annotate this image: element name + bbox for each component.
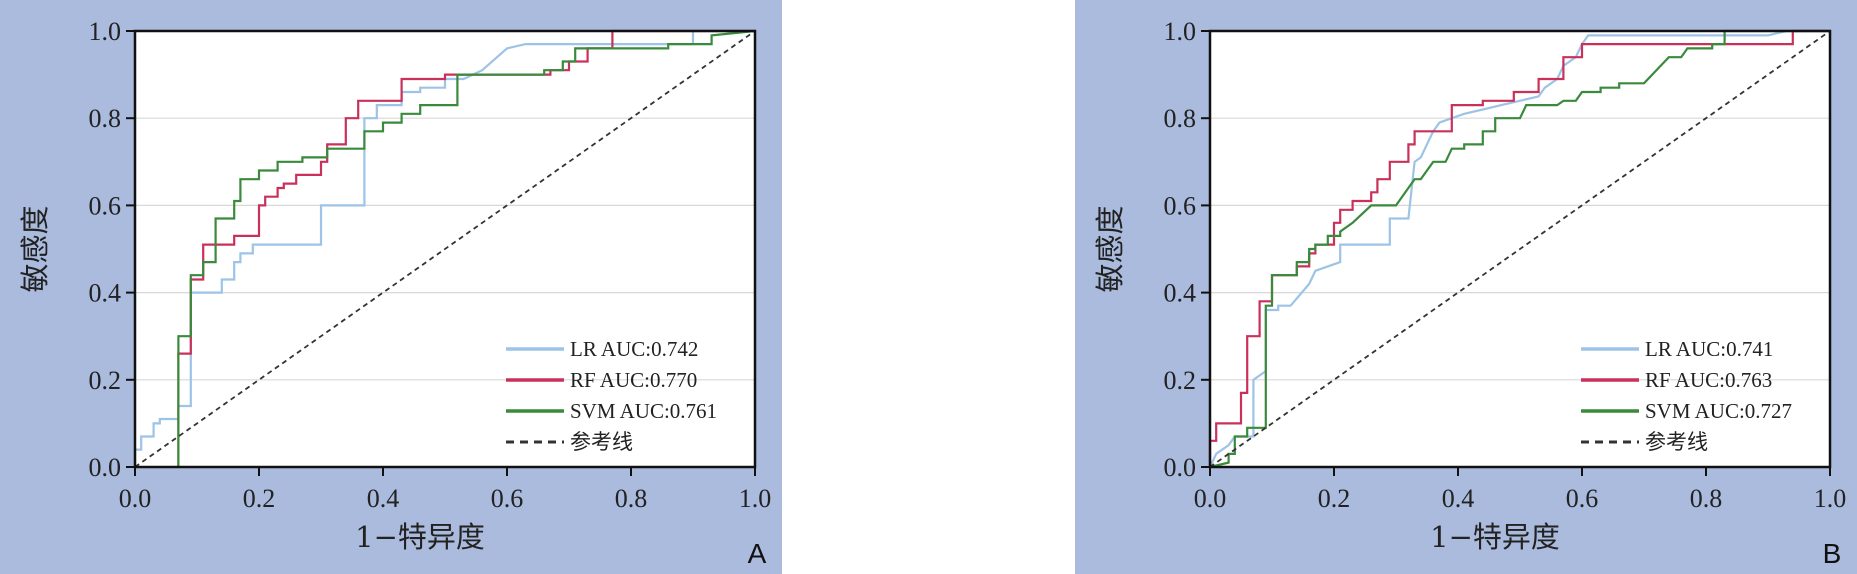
y-tick-label: 0.6	[1164, 191, 1197, 220]
y-tick-label: 0.2	[89, 366, 122, 395]
roc-panel-b: 0.0 0.2 0.4 0.6 0.8 1.0 0.0 0.2 0.4 0.6 0.8 1.0 敏感度 1…	[1075, 0, 1857, 574]
roc-panel-a: 0.0 0.2 0.4 0.6 0.8 1.0 0.0 0.2 0.4 0.6 0.8 1.0 敏感度 1…	[0, 0, 782, 574]
y-tick-label: 0.4	[89, 279, 122, 308]
x-tick-label: 0.4	[367, 484, 400, 513]
legend-label: 参考线	[1645, 430, 1708, 454]
series-line-ref	[1209, 30, 1831, 468]
y-tick-label: 1.0	[89, 17, 122, 46]
x-tick-label: 0.2	[243, 484, 276, 513]
y-tick-label: 0.0	[1164, 453, 1197, 482]
series-line-ref	[134, 30, 756, 468]
legend-label: RF AUC:0.770	[570, 368, 697, 392]
roc-chart-a: 0.0 0.2 0.4 0.6 0.8 1.0 0.0 0.2 0.4 0.6 0.8 1.0 敏感度 1…	[18, 17, 772, 569]
y-tick-label: 0.8	[89, 104, 122, 133]
legend-label: RF AUC:0.763	[1645, 368, 1772, 392]
plot-frame	[133, 29, 757, 469]
y-tick-label: 0.8	[1164, 104, 1197, 133]
y-tick-label: 0.2	[1164, 366, 1197, 395]
x-tick-label: 0.6	[1566, 484, 1599, 513]
legend-label: 参考线	[570, 430, 633, 454]
panel-label-a: A	[748, 538, 767, 569]
x-tick-label: 0.2	[1318, 484, 1351, 513]
x-axis-title: 1−特异度	[355, 520, 485, 554]
y-tick-label: 0.6	[89, 191, 122, 220]
plot-frame	[1208, 29, 1832, 469]
series-line-rf-auc-0-763	[1208, 29, 1830, 467]
series-line-svm-auc-0-727	[1209, 29, 1830, 469]
y-tick-label: 0.0	[89, 453, 122, 482]
x-axis-title: 1−特异度	[1430, 520, 1560, 554]
x-tick-label: 1.0	[739, 484, 772, 513]
legend-label: LR AUC:0.741	[1645, 337, 1773, 361]
y-tick-label: 1.0	[1164, 17, 1197, 46]
legend-label: LR AUC:0.742	[570, 337, 698, 361]
x-tick-label: 0.6	[491, 484, 524, 513]
y-axis-title: 敏感度	[1093, 205, 1127, 292]
legend-label: SVM AUC:0.761	[570, 399, 717, 423]
x-tick-label: 0.8	[1690, 484, 1723, 513]
panel-label-b: B	[1823, 538, 1842, 569]
series-line-lr-auc-0-741	[1209, 29, 1830, 468]
y-tick-label: 0.4	[1164, 279, 1197, 308]
roc-chart-b: 0.0 0.2 0.4 0.6 0.8 1.0 0.0 0.2 0.4 0.6 0.8 1.0 敏感度 1…	[1093, 17, 1847, 569]
x-tick-label: 0.0	[119, 484, 152, 513]
legend-label: SVM AUC:0.727	[1645, 399, 1792, 423]
x-tick-label: 0.4	[1442, 484, 1475, 513]
x-tick-label: 1.0	[1814, 484, 1847, 513]
x-tick-label: 0.0	[1194, 484, 1227, 513]
y-axis-title: 敏感度	[18, 205, 52, 292]
series-line-svm-auc-0-761	[177, 29, 756, 467]
x-tick-label: 0.8	[615, 484, 648, 513]
